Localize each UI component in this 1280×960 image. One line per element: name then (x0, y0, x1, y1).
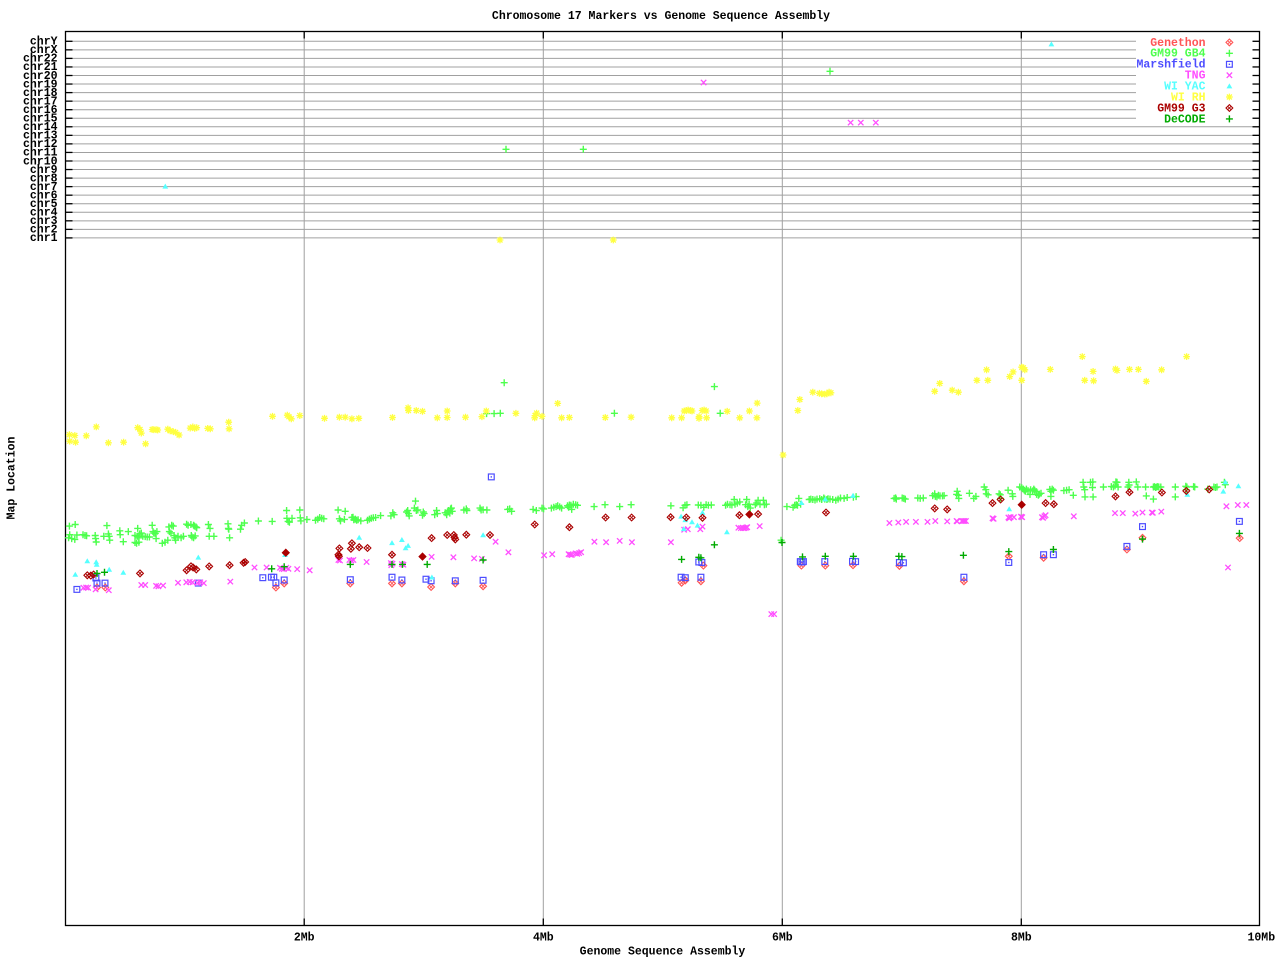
svg-text:chr10: chr10 (23, 155, 58, 168)
svg-text:4Mb: 4Mb (533, 932, 554, 945)
svg-text:chr19: chr19 (23, 78, 58, 91)
svg-text:chr2: chr2 (30, 224, 58, 237)
svg-text:chr8: chr8 (30, 172, 58, 185)
svg-text:chr18: chr18 (23, 87, 58, 100)
svg-text:Map Location: Map Location (6, 437, 19, 520)
svg-text:chr15: chr15 (23, 113, 58, 126)
svg-text:chr22: chr22 (23, 53, 58, 66)
svg-text:chr21: chr21 (23, 61, 58, 74)
svg-text:chr13: chr13 (23, 130, 58, 143)
svg-text:TNG: TNG (1185, 70, 1206, 83)
svg-text:chr5: chr5 (30, 198, 58, 211)
svg-text:GM99 GB4: GM99 GB4 (1150, 48, 1205, 61)
svg-text:chr20: chr20 (23, 70, 58, 83)
svg-text:chr9: chr9 (30, 164, 58, 177)
svg-text:chr16: chr16 (23, 104, 58, 117)
svg-text:chr6: chr6 (30, 190, 58, 203)
svg-text:Genome Sequence Assembly: Genome Sequence Assembly (580, 946, 746, 959)
svg-text:chr17: chr17 (23, 95, 58, 108)
svg-text:chr3: chr3 (30, 215, 58, 228)
svg-text:8Mb: 8Mb (1011, 932, 1032, 945)
svg-text:chr14: chr14 (23, 121, 58, 134)
svg-text:Genethon: Genethon (1150, 37, 1205, 50)
svg-text:2Mb: 2Mb (294, 932, 315, 945)
svg-text:GM99 G3: GM99 G3 (1157, 102, 1205, 115)
svg-text:chr11: chr11 (23, 147, 58, 160)
svg-text:DeCODE: DeCODE (1164, 113, 1206, 126)
svg-text:chrY: chrY (30, 36, 58, 49)
svg-text:chr7: chr7 (30, 181, 58, 194)
svg-text:chr1: chr1 (30, 232, 58, 245)
svg-text:Chromosome 17 Markers vs Genom: Chromosome 17 Markers vs Genome Sequence… (492, 10, 830, 23)
svg-text:WI RH: WI RH (1171, 92, 1206, 105)
svg-text:chrX: chrX (30, 44, 58, 57)
svg-text:6Mb: 6Mb (772, 932, 793, 945)
svg-text:10Mb: 10Mb (1247, 932, 1275, 945)
svg-text:chr12: chr12 (23, 138, 58, 151)
svg-text:chr4: chr4 (30, 207, 58, 220)
svg-text:WI YAC: WI YAC (1164, 81, 1206, 94)
svg-text:Marshfield: Marshfield (1136, 59, 1205, 72)
